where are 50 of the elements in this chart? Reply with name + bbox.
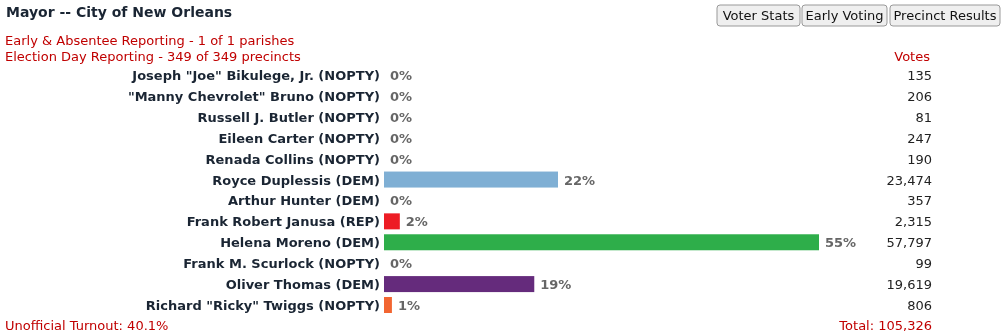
data-label: 0% (390, 68, 413, 83)
text: Mayor -- City of New Orleans (6, 4, 233, 20)
text: 357 (907, 193, 932, 209)
y-tick-label: Richard "Ricky" Twiggs (NOPTY) (145, 298, 380, 313)
text: 247 (907, 130, 932, 146)
y-tick-label: "Manny Chevrolet" Bruno (NOPTY) (127, 88, 380, 104)
data-label: 19% (540, 277, 572, 293)
text: Votes (894, 49, 931, 64)
data-label: 0% (390, 256, 413, 272)
bar (384, 213, 400, 230)
text: Early & Absentee Reporting - 1 of 1 parishes (5, 33, 295, 48)
text: 99 (915, 256, 932, 272)
y-tick-label: Frank Robert Janusa (REP) (186, 214, 380, 230)
data-label: 1% (397, 298, 420, 313)
y-tick-label: Renada Collins (NOPTY) (205, 151, 380, 167)
data-label: 0% (390, 109, 413, 125)
data-label: 22% (564, 172, 596, 188)
y-tick-label: Eileen Carter (NOPTY) (218, 130, 380, 146)
text: Election Day Reporting - 349 of 349 precincts (5, 49, 302, 64)
y-tick-label: Helena Moreno (DEM) (220, 235, 380, 251)
y-tick-label: Arthur Hunter (DEM) (228, 193, 380, 209)
data-label: 2% (405, 214, 428, 230)
text: 206 (907, 88, 932, 104)
text: 81 (915, 109, 932, 125)
bar (384, 234, 819, 251)
bar (384, 297, 392, 313)
text: Voter Stats (722, 8, 795, 23)
y-tick-label: Royce Duplessis (DEM) (212, 172, 380, 188)
text: 19,619 (886, 277, 932, 293)
y-tick-label: Joseph "Joe" Bikulege, Jr. (NOPTY) (131, 68, 380, 83)
text: 2,315 (894, 214, 932, 230)
y-tick-label: Russell J. Butler (NOPTY) (197, 109, 380, 125)
text: Early Voting (805, 8, 884, 23)
data-label: 0% (390, 88, 413, 104)
data-label: 0% (390, 130, 413, 146)
data-label: 0% (390, 193, 413, 209)
text: Precinct Results (893, 8, 997, 23)
text: 57,797 (886, 235, 932, 251)
text: 23,474 (886, 172, 932, 188)
text: 190 (907, 151, 932, 167)
text: Total: 105,326 (838, 318, 932, 333)
text: 135 (907, 68, 932, 83)
data-label: 0% (390, 151, 413, 167)
y-tick-label: Frank M. Scurlock (NOPTY) (183, 256, 380, 272)
text: 806 (907, 298, 932, 313)
data-label: 55% (825, 235, 857, 251)
bar (384, 276, 535, 293)
y-tick-label: Oliver Thomas (DEM) (225, 277, 380, 293)
bar (384, 171, 558, 188)
text: Unofficial Turnout: 40.1% (5, 318, 169, 333)
